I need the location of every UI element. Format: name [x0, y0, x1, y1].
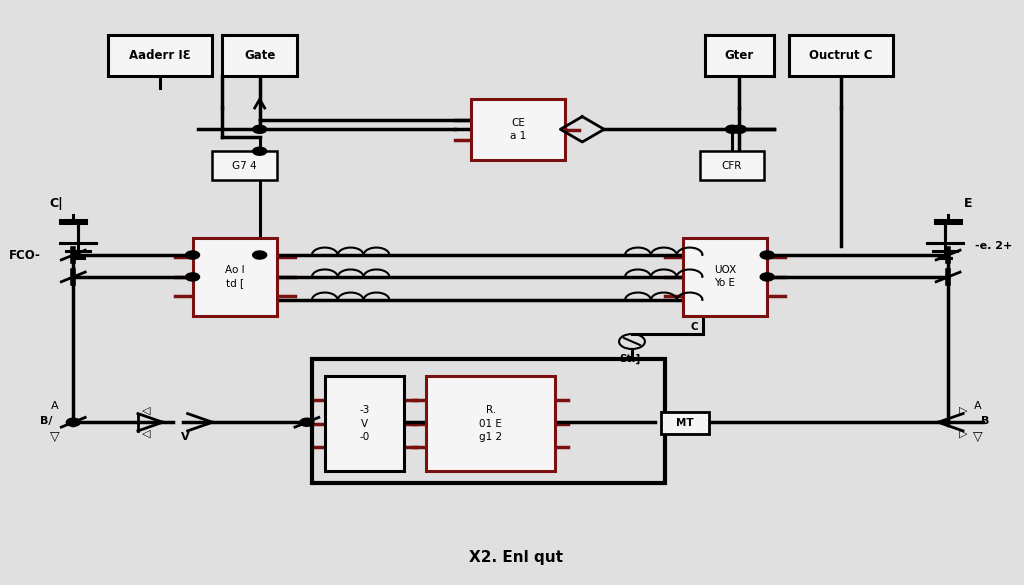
Text: CE
a 1: CE a 1	[510, 118, 526, 141]
Text: G7 4: G7 4	[232, 161, 257, 171]
Text: ◁: ◁	[141, 406, 151, 416]
FancyBboxPatch shape	[325, 376, 404, 472]
FancyBboxPatch shape	[222, 35, 297, 76]
Text: E: E	[964, 197, 972, 209]
Circle shape	[725, 125, 739, 133]
Text: -3
V
-0: -3 V -0	[359, 405, 370, 442]
FancyBboxPatch shape	[660, 412, 709, 434]
Circle shape	[732, 125, 746, 133]
Text: Gate: Gate	[244, 49, 275, 62]
FancyBboxPatch shape	[471, 99, 565, 160]
Circle shape	[185, 273, 200, 281]
Text: ▽: ▽	[49, 430, 59, 443]
Text: MT: MT	[676, 418, 693, 428]
Text: V: V	[181, 432, 189, 442]
Text: FCO-: FCO-	[8, 249, 41, 261]
Text: -e. 2+: -e. 2+	[975, 242, 1012, 252]
Text: ▷: ▷	[958, 429, 968, 439]
Text: Ouctrut C: Ouctrut C	[810, 49, 873, 62]
FancyBboxPatch shape	[426, 376, 555, 472]
Circle shape	[253, 251, 266, 259]
Circle shape	[760, 251, 774, 259]
Circle shape	[760, 273, 774, 281]
Circle shape	[67, 418, 80, 426]
Text: St.]: St.]	[620, 354, 641, 364]
FancyBboxPatch shape	[705, 35, 774, 76]
Text: Aaderr IƐ: Aaderr IƐ	[129, 49, 191, 62]
Text: C: C	[691, 322, 698, 332]
Text: A: A	[974, 401, 982, 411]
Text: ◁: ◁	[141, 429, 151, 439]
Text: CFR: CFR	[722, 161, 742, 171]
Circle shape	[300, 418, 313, 426]
Circle shape	[253, 125, 266, 133]
Text: B: B	[981, 415, 989, 425]
FancyBboxPatch shape	[683, 238, 767, 315]
FancyBboxPatch shape	[109, 35, 212, 76]
FancyBboxPatch shape	[212, 151, 278, 180]
Text: C|: C|	[49, 197, 63, 209]
Text: Gter: Gter	[725, 49, 754, 62]
Text: UOX
Yo E: UOX Yo E	[714, 265, 736, 288]
Text: A: A	[50, 401, 58, 411]
Text: X2. Enl qut: X2. Enl qut	[469, 550, 562, 565]
Circle shape	[185, 251, 200, 259]
Text: ▷: ▷	[958, 406, 968, 416]
FancyBboxPatch shape	[790, 35, 894, 76]
Text: B/: B/	[40, 415, 52, 425]
FancyBboxPatch shape	[193, 238, 278, 315]
Text: R.
01 E
g1 2: R. 01 E g1 2	[479, 405, 503, 442]
Circle shape	[253, 147, 266, 155]
Text: ▽: ▽	[973, 430, 983, 443]
Text: Ao I
td [: Ao I td [	[225, 265, 245, 288]
FancyBboxPatch shape	[699, 151, 764, 180]
